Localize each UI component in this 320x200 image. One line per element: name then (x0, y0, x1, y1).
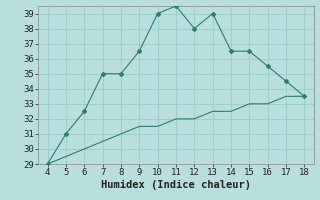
X-axis label: Humidex (Indice chaleur): Humidex (Indice chaleur) (101, 180, 251, 190)
